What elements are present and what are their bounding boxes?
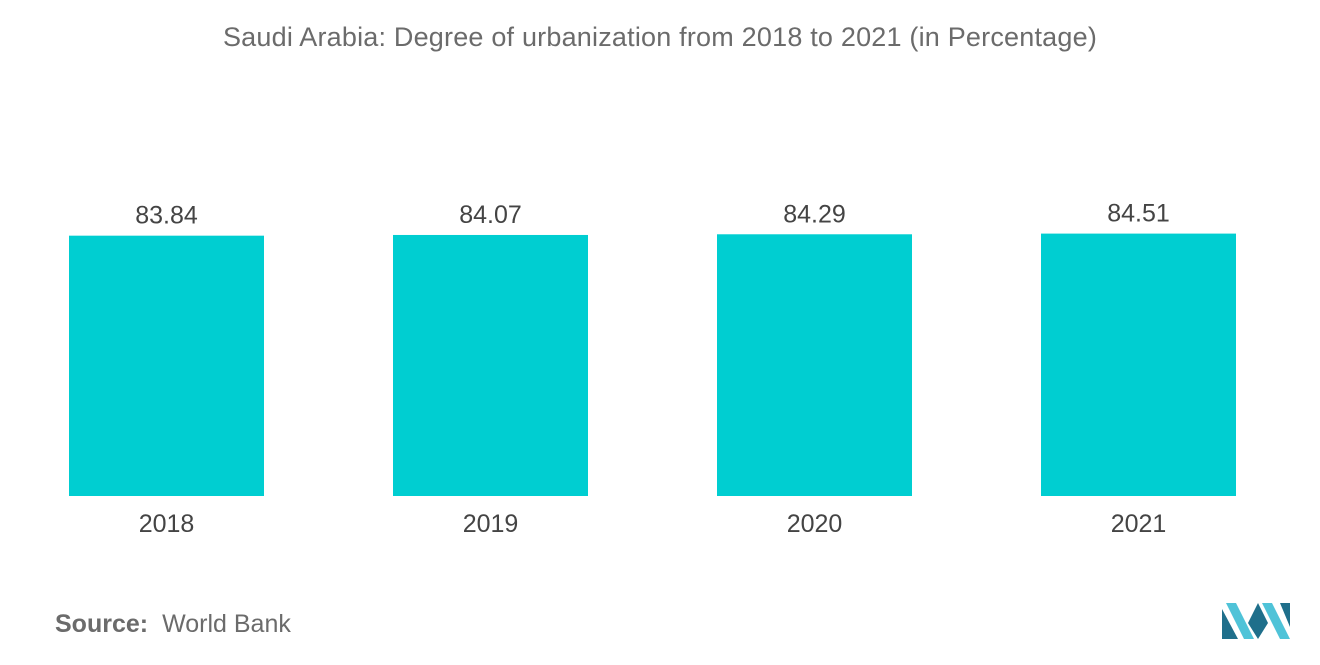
x-tick-label-2019: 2019 <box>463 510 519 538</box>
bar-2019 <box>393 234 588 496</box>
data-label-2020: 84.29 <box>783 200 846 228</box>
mordor-intelligence-logo-icon <box>1222 603 1290 639</box>
x-tick-label-2018: 2018 <box>139 510 195 538</box>
data-label-2021: 84.51 <box>1107 200 1170 228</box>
source-value: World Bank <box>162 610 291 638</box>
bar-2021 <box>1041 233 1236 497</box>
source-label: Source: <box>55 610 149 638</box>
chart-title: Saudi Arabia: Degree of urbanization fro… <box>222 22 1098 52</box>
data-label-2019: 84.07 <box>459 201 522 229</box>
bar-2018 <box>69 235 264 496</box>
data-label-2018: 83.84 <box>135 202 198 230</box>
bar-2020 <box>717 234 912 497</box>
x-tick-label-2021: 2021 <box>1111 510 1167 538</box>
source-line: Source: World Bank <box>55 610 291 639</box>
x-tick-label-2020: 2020 <box>787 510 843 538</box>
